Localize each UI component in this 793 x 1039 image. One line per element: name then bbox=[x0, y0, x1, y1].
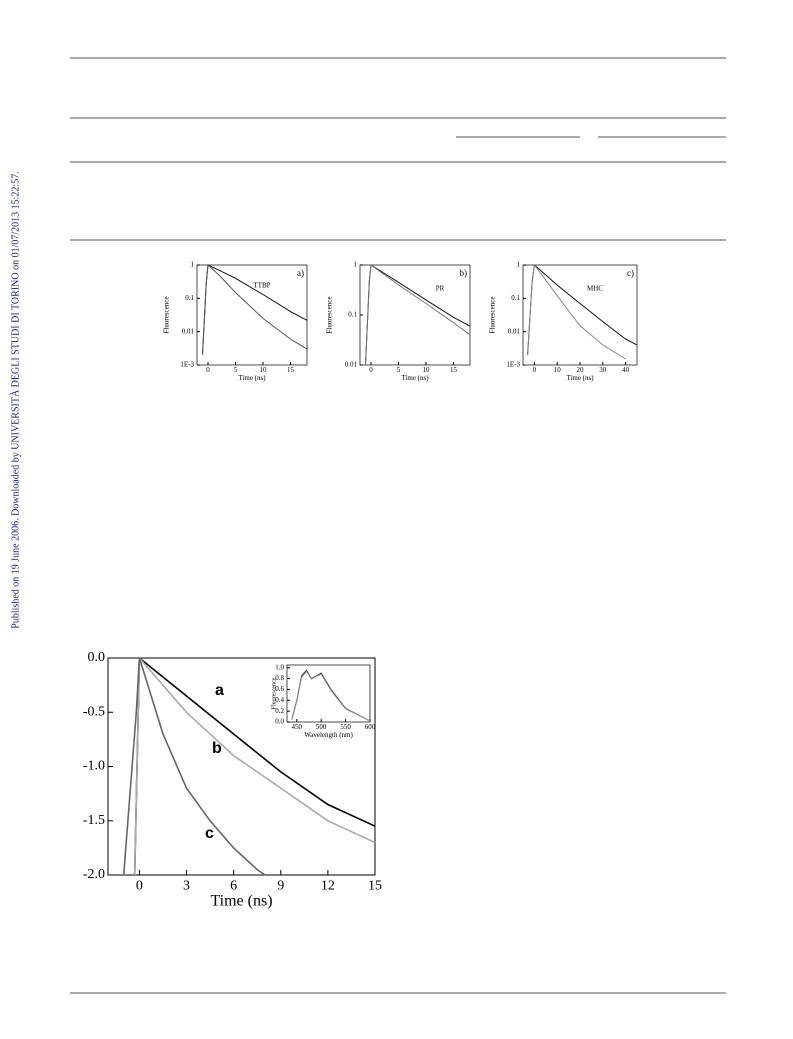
x-tick-label: 10 bbox=[554, 366, 562, 374]
y-tick-label: 1 bbox=[517, 261, 521, 269]
series-line bbox=[122, 657, 266, 876]
series-line bbox=[527, 263, 626, 360]
y-axis-label: Fluorescence bbox=[489, 297, 497, 334]
x-tick-label: 10 bbox=[260, 366, 268, 374]
series-label: b bbox=[212, 740, 222, 757]
x-axis-label: Time (ns) bbox=[401, 374, 429, 382]
x-tick-label: 5 bbox=[397, 366, 401, 374]
panel-letter: c) bbox=[627, 268, 634, 278]
y-tick-label: 0.0 bbox=[275, 718, 284, 726]
y-axis-label: Fluorescence bbox=[326, 297, 334, 334]
y-tick-label: 1 bbox=[191, 261, 195, 269]
plot-frame bbox=[359, 264, 471, 366]
x-tick-label: 500 bbox=[316, 723, 327, 731]
y-tick-label: 0.1 bbox=[511, 294, 520, 302]
series-line bbox=[291, 670, 371, 722]
x-tick-label: 12 bbox=[321, 878, 335, 893]
x-tick-label: 30 bbox=[599, 366, 607, 374]
x-tick-label: 0 bbox=[369, 366, 373, 374]
plot-frame bbox=[286, 664, 371, 723]
panel-label: MHC bbox=[587, 285, 603, 293]
series-label: a bbox=[215, 682, 224, 699]
y-tick-label: 0.1 bbox=[348, 311, 357, 319]
y-tick-label: 0.01 bbox=[345, 361, 358, 369]
y-tick-label: -0.5 bbox=[83, 704, 105, 719]
series-label: c bbox=[205, 825, 214, 842]
y-tick-label: 0.1 bbox=[185, 294, 194, 302]
x-tick-label: 15 bbox=[368, 878, 382, 893]
x-tick-label: 15 bbox=[450, 366, 458, 374]
y-tick-label: 0.2 bbox=[275, 707, 284, 715]
y-tick-label: 0.0 bbox=[88, 650, 106, 665]
side-note: Published on 19 June 2006. Downloaded by… bbox=[9, 171, 21, 628]
x-axis-label: Wavelength (nm) bbox=[304, 731, 353, 739]
x-axis-label: Time (ns) bbox=[566, 374, 594, 382]
x-axis-label: Time (ns) bbox=[238, 374, 266, 382]
y-tick-label: -1.5 bbox=[83, 813, 105, 828]
panel-label: PR bbox=[436, 285, 445, 293]
x-tick-label: 20 bbox=[577, 366, 585, 374]
series-line bbox=[365, 264, 471, 366]
y-tick-label: 0.01 bbox=[508, 327, 521, 335]
panel-label: TTBP bbox=[253, 282, 270, 290]
x-tick-label: 6 bbox=[230, 878, 237, 893]
x-tick-label: 0 bbox=[533, 366, 537, 374]
x-tick-label: 5 bbox=[234, 366, 238, 374]
series-line bbox=[365, 264, 471, 366]
y-tick-label: 0.4 bbox=[275, 696, 284, 704]
panel-letter: a) bbox=[297, 268, 304, 278]
y-tick-label: 1.0 bbox=[275, 663, 284, 671]
y-tick-label: 1E-3 bbox=[506, 361, 520, 369]
x-tick-label: 15 bbox=[287, 366, 295, 374]
y-tick-label: -2.0 bbox=[83, 867, 105, 882]
x-tick-label: 10 bbox=[423, 366, 431, 374]
y-tick-label: 0.8 bbox=[275, 674, 284, 682]
x-tick-label: 9 bbox=[277, 878, 284, 893]
plot-frame bbox=[196, 264, 308, 366]
y-tick-label: -1.0 bbox=[83, 759, 105, 774]
y-tick-label: 1 bbox=[354, 261, 358, 269]
y-axis-label: Fluorescence bbox=[271, 677, 277, 709]
y-tick-label: 0.01 bbox=[182, 327, 195, 335]
x-tick-label: 600 bbox=[365, 723, 376, 731]
y-tick-label: 0.6 bbox=[275, 685, 284, 693]
x-tick-label: 0 bbox=[136, 878, 143, 893]
series-line bbox=[202, 263, 308, 356]
y-axis-label: Fluorescence bbox=[163, 297, 171, 334]
panel-letter: b) bbox=[460, 268, 468, 278]
inset-background bbox=[287, 665, 370, 722]
x-tick-label: 40 bbox=[622, 366, 630, 374]
x-tick-label: 550 bbox=[340, 723, 351, 731]
x-tick-label: 450 bbox=[292, 723, 303, 731]
x-axis-label: Time (ns) bbox=[210, 892, 272, 909]
plot-frame bbox=[522, 264, 638, 366]
y-tick-label: 1E-3 bbox=[180, 361, 194, 369]
x-tick-label: 3 bbox=[183, 878, 190, 893]
x-tick-label: 0 bbox=[206, 366, 210, 374]
